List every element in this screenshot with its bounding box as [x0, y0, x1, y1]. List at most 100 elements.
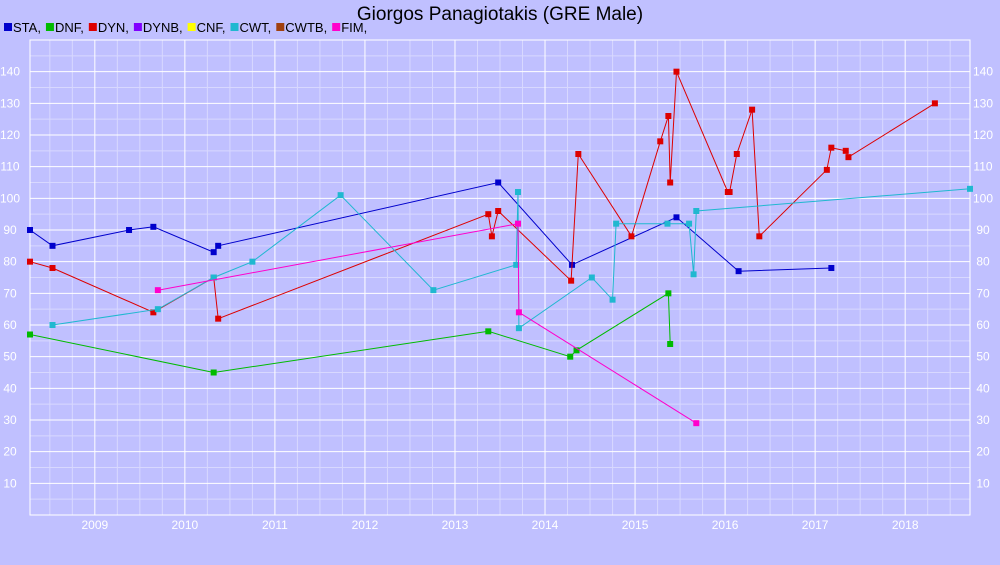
legend-label-5: CWT, — [240, 20, 272, 35]
x-tick-label: 2011 — [262, 518, 288, 532]
data-point-2 — [845, 154, 852, 161]
data-point-2 — [726, 189, 733, 195]
data-point-5 — [49, 322, 56, 328]
y-tick-label-right: 70 — [976, 286, 990, 300]
y-tick-label-left: 40 — [3, 381, 17, 395]
y-tick-label-left: 50 — [3, 350, 17, 364]
legend-swatch-5 — [230, 23, 239, 31]
data-point-2 — [485, 211, 492, 218]
x-tick-label: 2012 — [352, 518, 379, 532]
data-point-1 — [665, 290, 672, 297]
data-point-0 — [673, 214, 680, 221]
data-point-2 — [488, 233, 495, 240]
legend-label-1: DNF, — [55, 20, 84, 35]
data-point-2 — [842, 147, 849, 154]
y-tick-label-left: 70 — [3, 286, 17, 300]
legend-swatch-6 — [276, 23, 285, 31]
y-tick-label-right: 140 — [973, 65, 993, 79]
data-point-2 — [657, 138, 664, 145]
data-point-2 — [628, 233, 635, 240]
legend-label-3: DYNB, — [143, 20, 183, 35]
y-tick-label-right: 100 — [973, 191, 993, 205]
y-tick-label-left: 110 — [0, 160, 19, 174]
data-point-5 — [609, 296, 616, 303]
data-point-2 — [749, 106, 756, 113]
x-tick-label: 2014 — [532, 518, 559, 532]
x-tick-label: 2017 — [802, 518, 829, 532]
data-point-2 — [49, 265, 56, 271]
legend-swatch-1 — [45, 23, 54, 31]
data-point-5 — [249, 258, 256, 265]
data-point-5 — [430, 287, 437, 294]
data-point-5 — [967, 185, 973, 192]
legend-label-0: STA, — [13, 20, 41, 35]
data-point-7 — [154, 287, 161, 294]
chart-title: Giorgos Panagiotakis (GRE Male) — [357, 4, 643, 25]
legend-swatch-4 — [187, 23, 196, 31]
data-point-0 — [210, 249, 217, 256]
data-point-0 — [27, 227, 33, 233]
data-point-1 — [485, 328, 492, 335]
data-point-5 — [154, 306, 161, 313]
data-point-1 — [27, 331, 33, 338]
x-tick-label: 2013 — [442, 518, 469, 532]
data-point-2 — [495, 208, 502, 214]
data-point-7 — [515, 220, 522, 227]
data-point-2 — [823, 166, 830, 173]
legend-swatch-3 — [133, 23, 142, 31]
y-tick-label-left: 10 — [3, 476, 17, 490]
data-point-7 — [693, 420, 700, 427]
legend-label-2: DYN, — [98, 20, 129, 35]
data-point-5 — [513, 261, 520, 268]
data-point-2 — [665, 113, 672, 119]
data-point-0 — [126, 227, 133, 233]
plot-border — [29, 39, 971, 516]
data-point-7 — [515, 309, 522, 316]
x-tick-label: 2016 — [712, 518, 739, 532]
data-point-5 — [337, 192, 344, 199]
y-tick-label-left: 140 — [0, 65, 20, 79]
y-tick-label-right: 20 — [976, 445, 990, 459]
data-point-2 — [828, 144, 835, 151]
legend-swatch-7 — [332, 23, 341, 31]
data-point-1 — [667, 341, 674, 347]
data-point-1 — [567, 353, 574, 360]
y-tick-label-right: 110 — [973, 160, 992, 174]
legend-label-6: CWTB, — [285, 20, 327, 35]
y-tick-label-left: 60 — [3, 318, 17, 332]
data-point-0 — [735, 268, 742, 275]
y-tick-label-left: 120 — [0, 128, 20, 142]
y-tick-label-right: 90 — [976, 223, 990, 237]
data-point-5 — [686, 220, 693, 227]
legend-swatch-0 — [4, 23, 12, 31]
data-point-2 — [575, 151, 582, 157]
y-tick-label-right: 80 — [976, 255, 990, 269]
legend: STA, DNF, DYN, DYNB, CNF, CWT, CWTB, FIM, — [4, 20, 367, 35]
y-tick-label-right: 50 — [976, 350, 990, 364]
data-point-5 — [690, 271, 697, 278]
data-point-5 — [613, 220, 620, 227]
data-point-5 — [515, 189, 522, 195]
y-tick-label-right: 30 — [976, 413, 990, 427]
data-point-2 — [733, 151, 740, 157]
y-tick-label-right: 130 — [973, 96, 993, 110]
y-tick-label-left: 130 — [0, 96, 20, 110]
y-tick-label-left: 30 — [3, 413, 17, 427]
data-point-0 — [828, 265, 835, 271]
y-tick-label-left: 80 — [3, 255, 17, 269]
y-tick-label-left: 100 — [0, 191, 20, 205]
data-point-5 — [693, 208, 700, 214]
data-point-0 — [49, 242, 56, 249]
x-tick-label: 2018 — [892, 518, 919, 532]
data-point-2 — [931, 100, 938, 107]
data-point-2 — [667, 179, 674, 186]
data-point-2 — [150, 309, 157, 316]
x-tick-label: 2015 — [622, 518, 649, 532]
x-tick-label: 2010 — [172, 518, 199, 532]
data-point-1 — [573, 347, 580, 354]
legend-swatch-2 — [88, 23, 97, 31]
data-point-2 — [27, 258, 33, 265]
data-point-5 — [588, 274, 595, 281]
data-point-0 — [150, 223, 157, 230]
